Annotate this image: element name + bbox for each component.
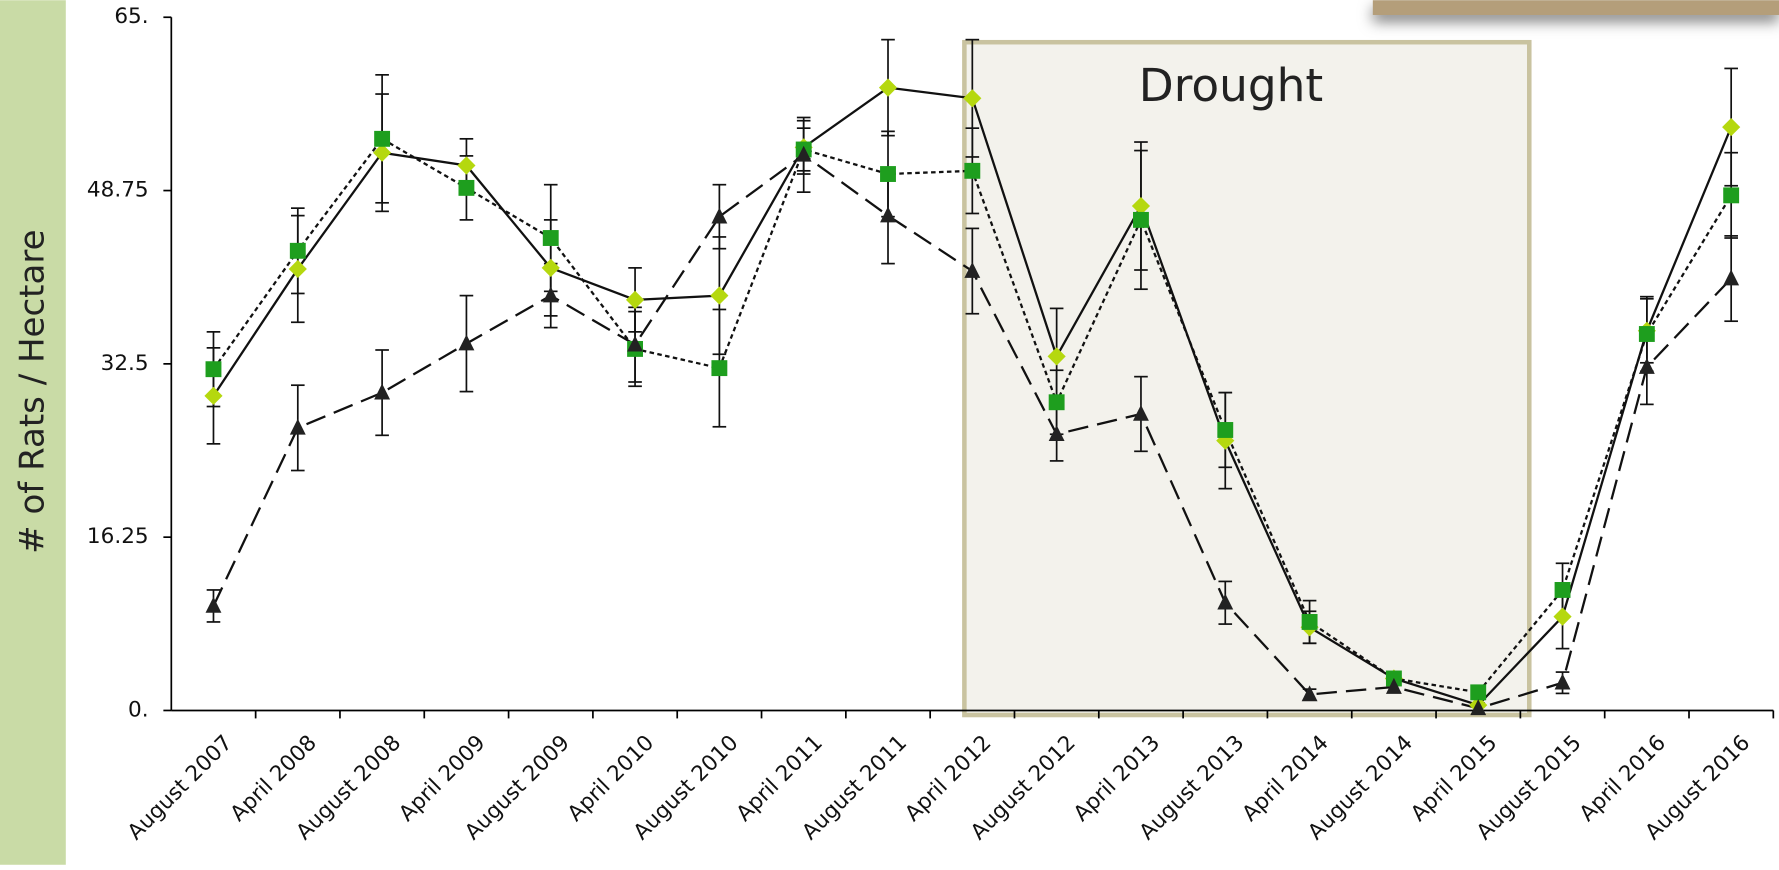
triangle-marker: [458, 335, 474, 351]
square-marker: [1302, 614, 1318, 630]
square-marker: [543, 230, 559, 246]
y-tick-label: 32.5: [101, 351, 149, 376]
square-marker: [964, 163, 980, 179]
chart: # of Rats / Hectare Drought 0. 16.25 32.5 4…: [0, 0, 1779, 865]
drought-label: Drought: [1139, 59, 1323, 112]
square-marker: [1049, 394, 1065, 410]
diamond-marker: [879, 79, 897, 97]
triangle-marker: [1555, 674, 1571, 690]
y-axis-label: # of Rats / Hectare: [13, 229, 53, 553]
triangle-marker: [206, 597, 222, 613]
square-marker: [374, 131, 390, 147]
triangle-marker: [543, 287, 559, 303]
square-marker: [1555, 582, 1571, 598]
triangle-marker: [1639, 358, 1655, 374]
diamond-marker: [710, 287, 728, 305]
x-tick-label: August 2007: [123, 730, 238, 845]
y-tick-label: 65.: [114, 4, 148, 29]
page: # of Rats / Hectare Drought 0. 16.25 32.5 4…: [0, 0, 1779, 865]
square-marker: [711, 360, 727, 376]
diamond-marker: [626, 291, 644, 309]
photo-corner: [1373, 0, 1779, 15]
square-marker: [206, 361, 222, 377]
square-marker: [458, 180, 474, 196]
square-marker: [1639, 326, 1655, 342]
triangle-marker: [1723, 269, 1739, 285]
diamond-marker: [289, 260, 307, 278]
diamond-marker: [1722, 118, 1740, 136]
square-marker: [290, 243, 306, 259]
triangle-marker: [711, 208, 727, 224]
square-marker: [1217, 422, 1233, 438]
square-marker: [1723, 187, 1739, 203]
y-tick-label: 0.: [128, 697, 149, 722]
square-marker: [880, 166, 896, 182]
y-tick-label: 48.75: [87, 178, 149, 203]
triangle-marker: [290, 419, 306, 435]
square-marker: [1470, 684, 1486, 700]
triangle-marker: [880, 207, 896, 223]
square-marker: [1133, 212, 1149, 228]
diamond-marker: [204, 387, 222, 405]
triangle-marker: [374, 384, 390, 400]
y-tick-label: 16.25: [87, 524, 149, 549]
